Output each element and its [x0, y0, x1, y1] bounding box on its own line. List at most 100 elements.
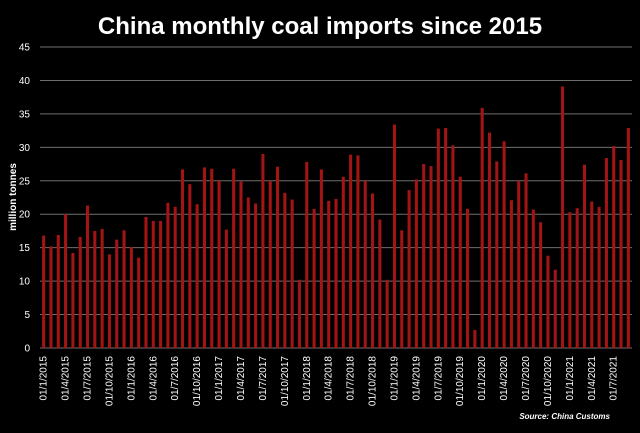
bar: [334, 198, 338, 348]
x-tick-label: 01/7/2020: [521, 356, 532, 401]
bar: [283, 192, 287, 348]
bar: [246, 197, 250, 348]
bar: [429, 166, 433, 348]
bar: [502, 141, 506, 348]
bar: [414, 179, 418, 348]
bar: [561, 86, 565, 348]
y-axis-ticks: 0 5 10 15 20 25 30 35 40 45: [19, 43, 31, 355]
bar: [356, 155, 360, 348]
bar: [341, 176, 345, 348]
bar: [604, 158, 608, 348]
bar: [392, 124, 397, 348]
bar: [349, 154, 353, 348]
bar: [385, 279, 389, 348]
x-tick-label: 01/4/2020: [499, 356, 510, 401]
x-tick-label: 01/7/2017: [258, 356, 269, 401]
bar: [232, 168, 236, 348]
bar: [590, 201, 594, 348]
bar: [239, 181, 243, 348]
x-tick-label: 01/1/2021: [565, 356, 576, 401]
bar: [524, 173, 528, 348]
x-tick-label: 01/10/2019: [455, 356, 466, 406]
x-tick-label: 01/7/2021: [609, 356, 620, 401]
bar: [546, 255, 550, 348]
bar: [254, 203, 258, 348]
bar: [144, 216, 148, 348]
bar: [451, 145, 455, 348]
bar: [85, 205, 90, 348]
bar: [100, 228, 104, 348]
bar: [195, 204, 199, 348]
y-axis-title: million tonnes: [8, 163, 19, 231]
x-tick-label: 01/7/2018: [346, 356, 357, 401]
chart-title: China monthly coal imports since 2015: [98, 13, 542, 40]
x-axis-ticks: 01/1/2015 01/4/2015 01/7/2015 01/10/2015 01/…: [39, 356, 620, 406]
bar: [466, 208, 470, 348]
source-note: Source: China Customs: [519, 412, 610, 421]
bar: [261, 154, 265, 348]
bars: [42, 86, 630, 349]
bar: [319, 169, 323, 348]
x-tick-label: 01/4/2017: [236, 356, 247, 401]
y-tick-label: 15: [19, 243, 31, 254]
x-tick-label: 01/1/2018: [302, 356, 313, 401]
bar: [129, 246, 133, 348]
bar: [597, 206, 601, 348]
x-tick-label: 01/7/2016: [170, 356, 181, 401]
bar: [473, 329, 477, 348]
bar: [217, 180, 221, 348]
x-tick-label: 01/1/2020: [477, 356, 488, 401]
x-tick-label: 01/10/2017: [280, 356, 291, 406]
bar: [78, 236, 82, 348]
bar: [64, 214, 68, 348]
x-tick-label: 01/7/2015: [83, 356, 94, 401]
bar: [517, 180, 521, 348]
x-tick-label: 01/10/2020: [543, 356, 554, 406]
x-tick-label: 01/7/2019: [433, 356, 444, 401]
bar: [159, 220, 163, 348]
bar: [224, 229, 228, 348]
x-tick-label: 01/4/2018: [324, 356, 335, 401]
y-tick-label: 0: [24, 344, 30, 355]
x-tick-label: 01/4/2015: [61, 356, 72, 401]
bar: [619, 160, 623, 348]
bar: [531, 209, 535, 348]
bar: [210, 168, 214, 348]
bar: [202, 167, 206, 348]
bar: [151, 220, 155, 348]
bar: [626, 127, 630, 349]
x-tick-label: 01/1/2019: [389, 356, 400, 401]
bar: [363, 180, 367, 348]
x-tick-label: 01/4/2021: [587, 356, 598, 401]
x-tick-label: 01/1/2016: [126, 356, 137, 401]
bar: [487, 132, 492, 348]
bar: [188, 184, 192, 348]
x-tick-label: 01/10/2018: [368, 356, 379, 406]
bar: [612, 145, 616, 348]
bar: [378, 219, 382, 348]
bar: [268, 180, 272, 348]
bar: [582, 164, 587, 348]
bar: [575, 208, 579, 348]
bar: [312, 208, 316, 348]
x-tick-label: 01/10/2016: [192, 356, 203, 406]
y-tick-label: 25: [19, 176, 31, 187]
bar: [297, 279, 301, 348]
y-tick-label: 5: [24, 310, 30, 321]
bar: [495, 161, 499, 348]
bar: [107, 254, 111, 348]
bar: [173, 206, 177, 348]
bar: [407, 190, 411, 348]
y-tick-label: 20: [19, 210, 31, 221]
bar: [49, 246, 53, 348]
bar: [568, 212, 572, 348]
bar: [122, 230, 126, 348]
x-tick-label: 01/1/2017: [214, 356, 225, 401]
bar: [327, 200, 331, 348]
bar: [422, 164, 426, 348]
x-tick-label: 01/4/2016: [148, 356, 159, 401]
y-tick-label: 45: [19, 43, 31, 54]
bar: [290, 199, 294, 348]
